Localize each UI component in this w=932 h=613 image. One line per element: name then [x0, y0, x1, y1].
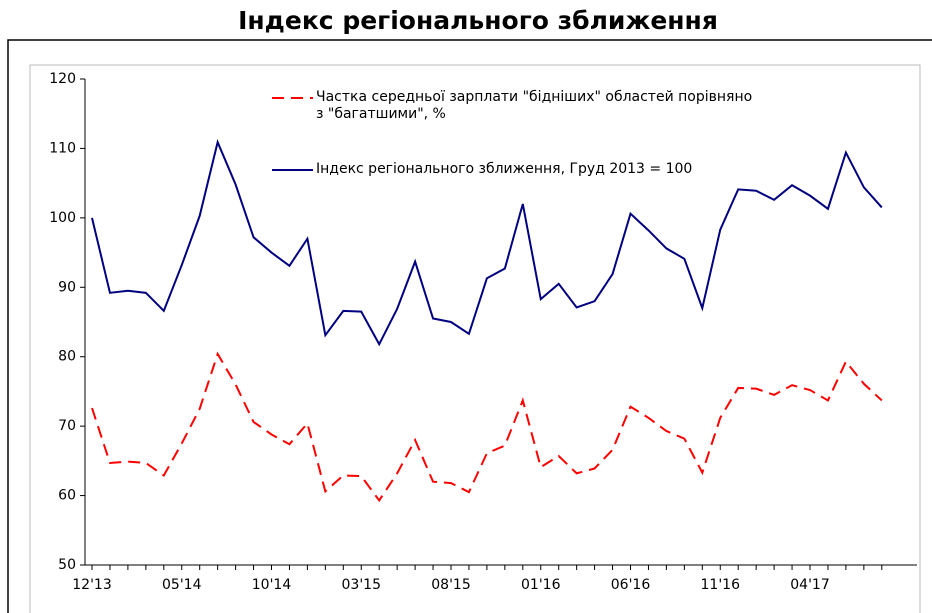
- y-tick-label: 120: [49, 71, 76, 87]
- x-tick-label: 05'14: [162, 577, 202, 593]
- legend-label: Індекс регіонального зближення, Груд 201…: [316, 161, 693, 177]
- chart-title: Індекс регіонального зближення: [238, 6, 718, 35]
- legend-label: Частка середньої зарплати "бідніших" обл…: [316, 89, 753, 122]
- y-tick-label: 80: [58, 349, 76, 365]
- x-tick-label: 06'16: [611, 577, 651, 593]
- x-tick-label: 04'17: [790, 577, 829, 593]
- x-tick-label: 11'16: [701, 577, 741, 593]
- plot-frame: [29, 64, 921, 613]
- x-tick-label: 01'16: [521, 577, 561, 593]
- y-tick-label: 100: [49, 210, 76, 226]
- chart-frame: [7, 39, 932, 613]
- y-tick-label: 60: [58, 488, 76, 504]
- x-tick-label: 10'14: [252, 577, 292, 593]
- series-line: [91, 351, 883, 503]
- x-tick-label: 03'15: [342, 577, 381, 593]
- y-tick-label: 70: [58, 418, 76, 434]
- x-tick-label: 08'15: [431, 577, 470, 593]
- series-line: [91, 139, 883, 347]
- y-tick-label: 90: [58, 279, 76, 295]
- y-tick-label: 110: [49, 140, 76, 156]
- y-tick-label: 50: [58, 557, 76, 573]
- x-tick-label: 12'13: [72, 577, 111, 593]
